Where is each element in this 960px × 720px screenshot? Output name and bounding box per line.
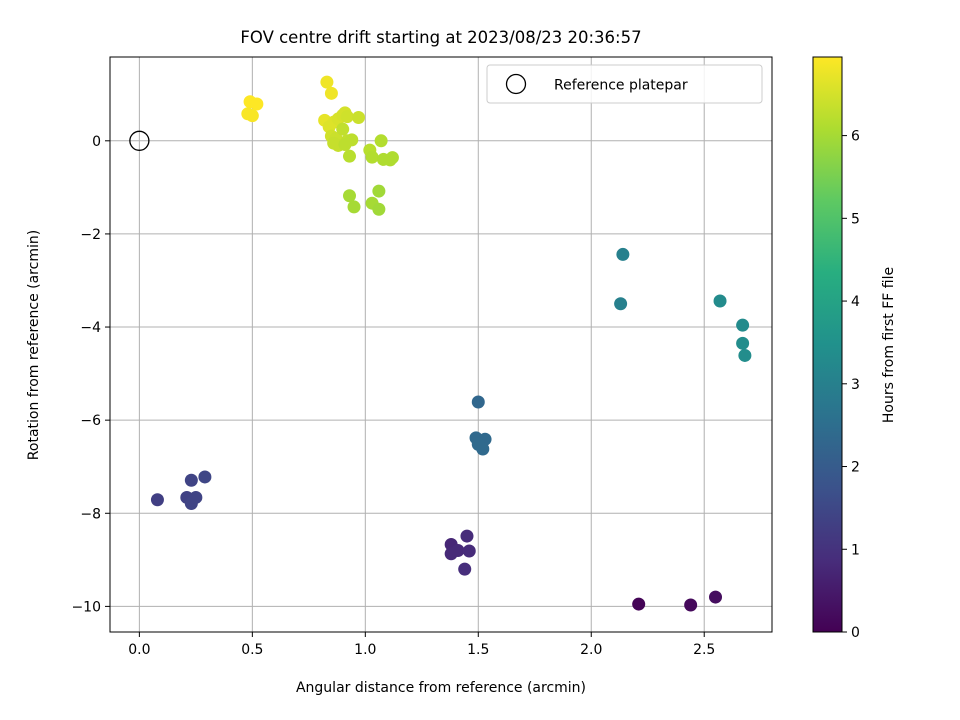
data-point <box>245 109 259 123</box>
colorbar-ticks: 0 1 2 3 4 5 6 <box>842 129 860 641</box>
data-point <box>616 247 630 261</box>
x-axis-label: Angular distance from reference (arcmin) <box>296 680 586 696</box>
data-point <box>342 189 356 203</box>
colorbar-tick-label: 1 <box>851 542 860 558</box>
colorbar-tick-label: 5 <box>851 211 860 227</box>
data-point <box>198 470 212 484</box>
legend: Reference platepar <box>486 64 763 104</box>
data-point <box>460 529 474 543</box>
data-point <box>372 202 386 216</box>
data-point <box>684 598 698 612</box>
plot-frame <box>109 56 773 633</box>
data-point <box>614 297 628 311</box>
data-point <box>347 200 361 214</box>
colorbar-tick-label: 3 <box>851 377 860 393</box>
data-point <box>385 151 399 165</box>
data-point <box>444 547 458 561</box>
x-tick-label: 1.5 <box>467 642 489 658</box>
data-points <box>150 75 752 612</box>
data-point <box>476 442 490 456</box>
y-tick-label: −2 <box>80 227 101 243</box>
data-point <box>713 294 727 308</box>
colorbar-tick-label: 2 <box>851 460 860 476</box>
data-point <box>709 590 723 604</box>
legend-box <box>486 64 763 104</box>
data-point <box>462 544 476 558</box>
x-tick-label: 0.0 <box>128 642 150 658</box>
data-point <box>471 395 485 409</box>
x-tick-label: 0.5 <box>241 642 263 658</box>
data-point <box>340 110 354 124</box>
data-point <box>632 597 646 611</box>
y-tick-label: −6 <box>80 413 101 429</box>
data-point <box>336 122 350 136</box>
data-point <box>738 348 752 362</box>
x-axis-ticks: 0.0 0.5 1.0 1.5 2.0 2.5 <box>128 632 715 658</box>
x-tick-label: 2.0 <box>580 642 602 658</box>
y-tick-label: −8 <box>80 506 101 522</box>
y-tick-label: 0 <box>92 134 101 150</box>
legend-entry-label: Reference platepar <box>554 78 688 94</box>
colorbar-gradient <box>812 56 843 633</box>
data-point <box>352 111 366 125</box>
data-point <box>458 562 472 576</box>
data-point <box>736 336 750 350</box>
chart-title: FOV centre drift starting at 2023/08/23 … <box>240 28 641 47</box>
data-point <box>324 86 338 100</box>
data-point <box>338 138 352 152</box>
colorbar-tick-label: 0 <box>851 625 860 641</box>
data-point <box>365 150 379 164</box>
y-axis-label: Rotation from reference (arcmin) <box>26 230 42 460</box>
x-tick-label: 2.5 <box>693 642 715 658</box>
data-point <box>250 97 264 111</box>
y-axis-ticks: 0 −2 −4 −6 −8 −10 <box>71 134 110 615</box>
data-point <box>342 149 356 163</box>
data-point <box>374 134 388 148</box>
reference-platepar-marker <box>129 130 150 151</box>
y-tick-label: −4 <box>80 320 101 336</box>
data-point <box>184 473 198 487</box>
data-point <box>189 490 203 504</box>
grid-lines <box>110 57 772 632</box>
colorbar-tick-label: 4 <box>851 294 860 310</box>
legend-reference-marker <box>505 73 527 95</box>
y-tick-label: −10 <box>71 599 101 615</box>
data-point <box>320 75 334 89</box>
data-point <box>736 318 750 332</box>
data-point <box>150 493 164 507</box>
colorbar-label: Hours from first FF file <box>881 267 897 423</box>
x-tick-label: 1.0 <box>354 642 376 658</box>
colorbar-tick-label: 6 <box>851 129 860 145</box>
data-point <box>372 184 386 198</box>
